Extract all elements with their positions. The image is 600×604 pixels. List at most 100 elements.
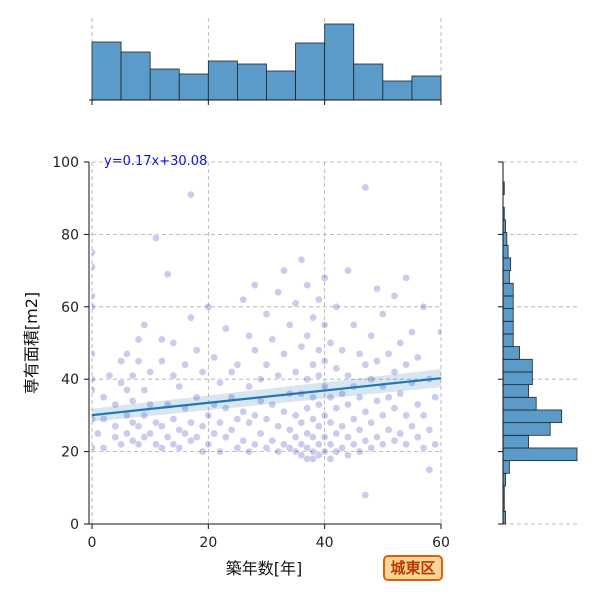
data-point <box>169 440 178 449</box>
data-point <box>396 389 405 398</box>
data-point <box>268 436 277 445</box>
data-point <box>245 418 253 427</box>
data-point <box>315 371 323 380</box>
data-point <box>285 444 294 452</box>
data-point <box>92 415 96 423</box>
right-hist-bar <box>502 270 510 284</box>
data-point <box>431 440 440 449</box>
data-point <box>192 346 201 355</box>
data-point <box>408 328 416 336</box>
data-point <box>315 346 323 355</box>
data-point <box>373 433 381 441</box>
data-point <box>123 386 131 394</box>
x-tick-label: 60 <box>432 535 450 551</box>
data-point <box>169 339 178 347</box>
data-point <box>378 411 387 420</box>
x-axis-label: 築年数[年] <box>226 559 303 578</box>
data-point <box>419 444 428 452</box>
data-point <box>146 429 155 438</box>
data-point <box>216 378 224 387</box>
data-point <box>187 418 195 427</box>
ward-badge: 城東区 <box>383 555 443 581</box>
data-point <box>361 360 370 369</box>
data-point <box>291 447 300 456</box>
data-point <box>169 415 178 423</box>
top-histogram <box>89 18 442 105</box>
data-point <box>92 248 96 257</box>
data-point <box>344 400 352 409</box>
data-point <box>303 444 312 452</box>
data-point <box>437 328 441 336</box>
data-point <box>117 378 125 387</box>
data-point <box>425 465 434 474</box>
y-axis-label: 専有面積[m2] <box>22 292 41 394</box>
data-point <box>332 404 341 413</box>
data-point <box>390 436 399 445</box>
data-point <box>291 368 300 376</box>
right-hist-bar <box>502 282 514 297</box>
data-point <box>280 350 288 358</box>
data-point <box>204 302 213 311</box>
data-point <box>338 422 346 431</box>
data-point <box>262 310 271 318</box>
x-tick-label: 0 <box>88 535 97 551</box>
right-hist-bar <box>502 409 563 424</box>
data-point <box>280 407 288 416</box>
data-point <box>268 335 277 344</box>
data-point <box>99 444 108 452</box>
data-point <box>245 447 253 456</box>
data-point <box>349 440 358 449</box>
regression-equation: y=0.17x+30.08 <box>104 154 207 169</box>
data-point <box>309 433 317 441</box>
data-point <box>256 429 265 438</box>
right-hist-bar <box>502 320 514 335</box>
data-point <box>233 444 242 452</box>
data-point <box>344 371 352 380</box>
data-point <box>297 440 306 449</box>
data-point <box>326 339 335 347</box>
data-point <box>146 368 155 376</box>
data-point <box>390 404 399 413</box>
x-tick-label: 40 <box>316 535 334 551</box>
data-point <box>361 183 370 192</box>
regression-line-path <box>92 377 441 417</box>
data-point <box>175 426 184 434</box>
right-hist-bar <box>502 257 512 271</box>
data-point <box>274 447 282 456</box>
data-point <box>251 440 259 449</box>
data-point <box>338 389 346 398</box>
data-point <box>396 339 405 347</box>
top-hist-bar <box>353 63 384 101</box>
right-hist-bar <box>502 346 520 360</box>
data-point <box>390 368 399 376</box>
data-point <box>332 302 341 311</box>
data-point <box>297 418 306 427</box>
data-point <box>384 350 393 358</box>
data-point <box>111 422 120 431</box>
right-histogram <box>498 161 578 525</box>
data-point <box>204 440 213 449</box>
data-point <box>157 422 166 431</box>
right-hist-bar <box>502 422 551 436</box>
data-point <box>297 342 306 351</box>
data-point <box>344 451 352 460</box>
data-point <box>99 415 108 423</box>
data-point <box>163 270 172 279</box>
data-point <box>92 444 96 452</box>
data-point <box>291 433 300 441</box>
data-point <box>332 429 341 438</box>
data-point <box>262 360 271 369</box>
data-point <box>408 422 416 431</box>
data-point <box>227 426 236 434</box>
right-hist-bar <box>502 333 514 348</box>
data-point <box>309 447 317 456</box>
data-point <box>92 292 96 300</box>
data-point <box>163 433 172 441</box>
data-point <box>92 375 96 384</box>
data-point <box>192 433 201 441</box>
data-point <box>349 321 358 329</box>
right-hist-bar <box>502 244 509 259</box>
data-point <box>152 418 160 427</box>
data-point <box>332 447 341 456</box>
